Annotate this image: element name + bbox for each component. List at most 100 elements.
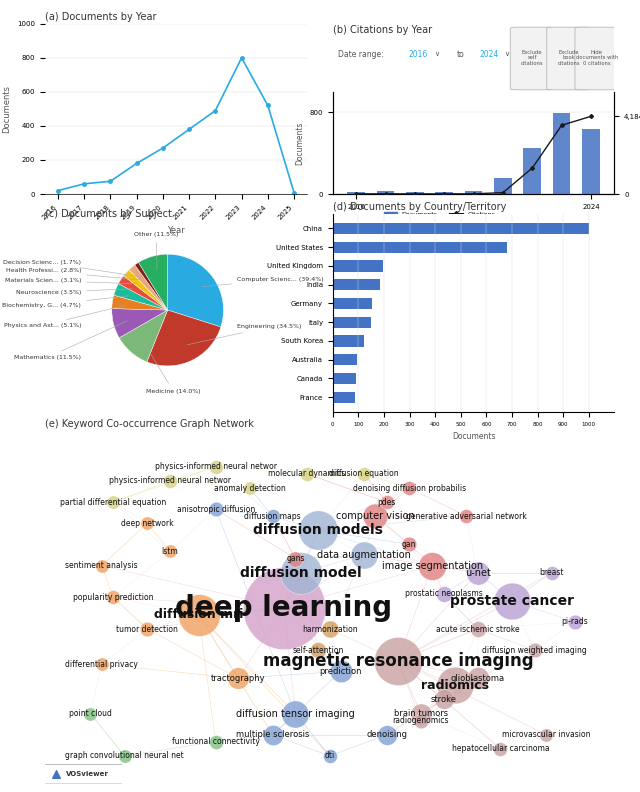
Point <box>279 602 289 615</box>
Text: harmonization: harmonization <box>302 625 357 634</box>
Point <box>108 496 118 508</box>
Text: acute ischemic stroke: acute ischemic stroke <box>436 625 520 634</box>
Text: Physics and Ast... (5.1%): Physics and Ast... (5.1%) <box>4 305 126 328</box>
Point <box>211 503 221 516</box>
Point <box>313 644 323 657</box>
Text: (e) Keyword Co-occurrence Graph Network: (e) Keyword Co-occurrence Graph Network <box>45 420 253 429</box>
Text: diffusion model: diffusion model <box>240 565 362 580</box>
FancyBboxPatch shape <box>575 27 619 89</box>
Text: physics-informed neural networ: physics-informed neural networ <box>109 477 231 485</box>
Text: radiogenomics: radiogenomics <box>392 716 449 725</box>
Point <box>313 524 323 537</box>
Bar <box>465 191 483 194</box>
Bar <box>333 373 356 384</box>
Text: dti: dti <box>324 752 335 760</box>
Text: physics-informed neural networ: physics-informed neural networ <box>155 463 276 471</box>
Point <box>370 510 380 523</box>
Text: popularity prediction: popularity prediction <box>73 592 154 602</box>
Point <box>415 714 426 727</box>
Text: anisotropic diffusion: anisotropic diffusion <box>177 505 255 514</box>
Wedge shape <box>168 254 223 327</box>
Text: pdes: pdes <box>378 497 396 507</box>
Bar <box>333 391 355 403</box>
Text: Other (11.5%): Other (11.5%) <box>134 232 179 269</box>
Bar <box>435 192 453 194</box>
Point <box>193 608 204 621</box>
Point <box>529 644 540 657</box>
Text: gans: gans <box>286 554 305 563</box>
Text: gan: gan <box>402 540 417 549</box>
Bar <box>494 178 512 194</box>
Text: data augmentation: data augmentation <box>317 550 411 560</box>
Text: differential privacy: differential privacy <box>65 660 138 668</box>
Text: tumor detection: tumor detection <box>116 625 179 634</box>
Text: sentiment analysis: sentiment analysis <box>65 561 138 570</box>
Bar <box>333 261 383 272</box>
Text: pi-rads: pi-rads <box>561 618 588 626</box>
Point <box>142 623 152 635</box>
Text: diffusion equation: diffusion equation <box>329 470 399 478</box>
Point <box>268 510 278 523</box>
Point <box>324 749 335 762</box>
Point <box>404 482 415 494</box>
Point <box>461 510 472 523</box>
Text: stroke: stroke <box>431 695 456 704</box>
Bar <box>582 128 600 194</box>
Text: denoising diffusion probabilis: denoising diffusion probabilis <box>353 484 466 493</box>
Bar <box>333 279 380 291</box>
Point <box>507 595 517 607</box>
Text: Mathematics (11.5%): Mathematics (11.5%) <box>14 321 127 360</box>
Point <box>268 729 278 741</box>
Text: Neuroscience (3.5%): Neuroscience (3.5%) <box>16 289 132 295</box>
Text: Biochemistry, G... (4.7%): Biochemistry, G... (4.7%) <box>2 296 129 308</box>
Text: prediction: prediction <box>320 667 362 676</box>
Text: generative adversarial network: generative adversarial network <box>406 512 527 520</box>
X-axis label: Documents: Documents <box>452 432 495 441</box>
Point <box>234 672 244 684</box>
Point <box>51 768 61 781</box>
Wedge shape <box>138 254 168 310</box>
Point <box>381 729 392 741</box>
Bar <box>333 223 589 234</box>
Wedge shape <box>112 295 168 310</box>
Point <box>358 467 369 480</box>
Text: prostate cancer: prostate cancer <box>450 594 574 607</box>
Point <box>393 654 403 667</box>
Bar <box>524 148 541 194</box>
Text: Exclude
self
citations: Exclude self citations <box>521 50 543 66</box>
Text: (c) Documents by Subject: (c) Documents by Subject <box>45 208 172 219</box>
Text: Computer Scienc... (39.4%): Computer Scienc... (39.4%) <box>202 277 324 287</box>
Text: computer vision: computer vision <box>336 511 415 521</box>
Point <box>415 707 426 720</box>
Point <box>291 707 301 720</box>
Text: Engineering (34.5%): Engineering (34.5%) <box>187 324 302 345</box>
Text: deep learning: deep learning <box>175 594 392 622</box>
Point <box>404 538 415 550</box>
Wedge shape <box>114 284 168 310</box>
Point <box>381 496 392 508</box>
Point <box>108 591 118 604</box>
Text: partial differential equation: partial differential equation <box>60 497 166 507</box>
Text: multiple sclerosis: multiple sclerosis <box>236 730 309 739</box>
Point <box>211 460 221 473</box>
Text: brain tumors: brain tumors <box>394 709 448 718</box>
Text: prostatic neoplasms: prostatic neoplasms <box>404 589 483 598</box>
Point <box>291 552 301 565</box>
Text: diffusion weighted imaging: diffusion weighted imaging <box>483 645 587 655</box>
Text: breast: breast <box>540 568 564 577</box>
Point <box>450 679 460 691</box>
Point <box>211 736 221 748</box>
Text: (d) Documents by Country/Territory: (d) Documents by Country/Territory <box>333 202 506 211</box>
Y-axis label: Documents: Documents <box>3 85 12 133</box>
Text: diffusion mri: diffusion mri <box>154 608 243 622</box>
Text: (b) Citations by Year: (b) Citations by Year <box>333 25 432 35</box>
Wedge shape <box>118 276 168 310</box>
Point <box>296 566 307 579</box>
Point <box>472 672 483 684</box>
Bar <box>333 354 357 365</box>
Bar <box>333 298 372 309</box>
Text: hepatocellular carcinoma: hepatocellular carcinoma <box>452 744 549 753</box>
Text: graph convolutional neural net: graph convolutional neural net <box>65 752 184 760</box>
Bar <box>553 113 570 194</box>
Text: Exclude
book
citations: Exclude book citations <box>557 50 580 66</box>
